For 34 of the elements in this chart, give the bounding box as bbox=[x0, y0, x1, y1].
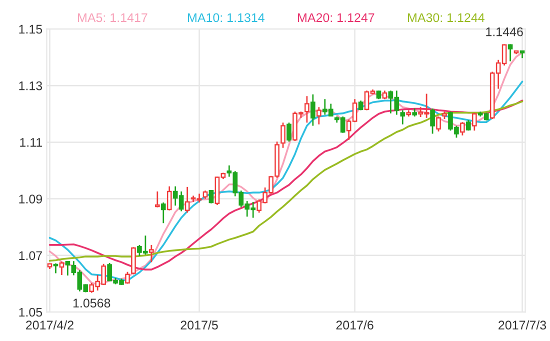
y-tick-label: 1.05 bbox=[19, 308, 42, 317]
x-tick-label: 2017/4/2 bbox=[26, 320, 74, 330]
candlestick bbox=[400, 110, 406, 126]
y-tick-label: 1.07 bbox=[19, 251, 42, 260]
candlestick bbox=[280, 122, 286, 149]
candlestick bbox=[430, 108, 435, 134]
candlestick bbox=[184, 186, 190, 214]
annotation: 1.0568 bbox=[73, 298, 110, 308]
candlestick bbox=[59, 260, 64, 276]
candlestick bbox=[508, 44, 513, 62]
candlestick bbox=[316, 106, 322, 126]
candlestick bbox=[310, 94, 316, 126]
candlestick bbox=[472, 112, 477, 132]
x-tick-label: 2017/6 bbox=[336, 320, 374, 330]
y-tick-label: 1.15 bbox=[19, 24, 42, 34]
candlestick bbox=[149, 244, 154, 263]
text: MA20: 1.1247 bbox=[298, 13, 374, 22]
annotation: 1.1446 bbox=[486, 27, 523, 36]
candlestick bbox=[154, 190, 160, 208]
candlestick bbox=[166, 186, 172, 212]
candlestick bbox=[160, 202, 166, 224]
y-tick-label: 1.09 bbox=[19, 194, 42, 204]
candlestick bbox=[286, 122, 292, 142]
candlestick bbox=[436, 116, 441, 132]
x-tick-label: 2017/5 bbox=[180, 320, 218, 330]
y-tick-label: 1.13 bbox=[19, 81, 42, 90]
text: MA5: 1.1417 bbox=[78, 13, 148, 22]
text: MA30: 1.1244 bbox=[408, 13, 484, 22]
candlestick bbox=[460, 121, 465, 136]
candlestick bbox=[208, 189, 214, 204]
candlestick bbox=[53, 262, 58, 274]
x-tick-label: 2017/7/3 bbox=[498, 320, 546, 330]
text: MA10: 1.1314 bbox=[188, 13, 264, 22]
y-tick-label: 1.11 bbox=[20, 138, 42, 147]
